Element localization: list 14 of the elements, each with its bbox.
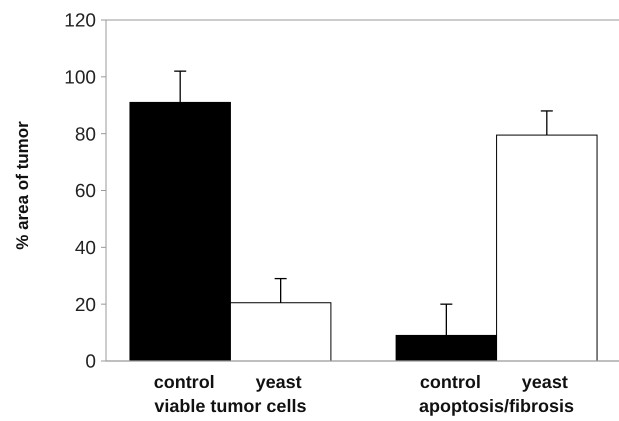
y-tick-label: 20 (74, 294, 96, 316)
y-tick-label: 0 (85, 352, 96, 373)
y-tick-label: 60 (74, 181, 96, 202)
series-label: control (154, 372, 215, 392)
x-tick-label: viable tumor cells (154, 396, 306, 416)
y-tick-label: 80 (74, 124, 96, 146)
series-label: yeast (256, 372, 302, 392)
y-tick-label: 120 (64, 10, 96, 32)
y-tick-label: 100 (64, 67, 96, 88)
x-tick-label: apoptosis/fibrosis (419, 396, 574, 416)
text: yeast (522, 372, 568, 392)
y-tick-label: 40 (74, 238, 96, 259)
text: control (420, 372, 481, 392)
y-axis-title: % area of tumor (13, 120, 32, 250)
